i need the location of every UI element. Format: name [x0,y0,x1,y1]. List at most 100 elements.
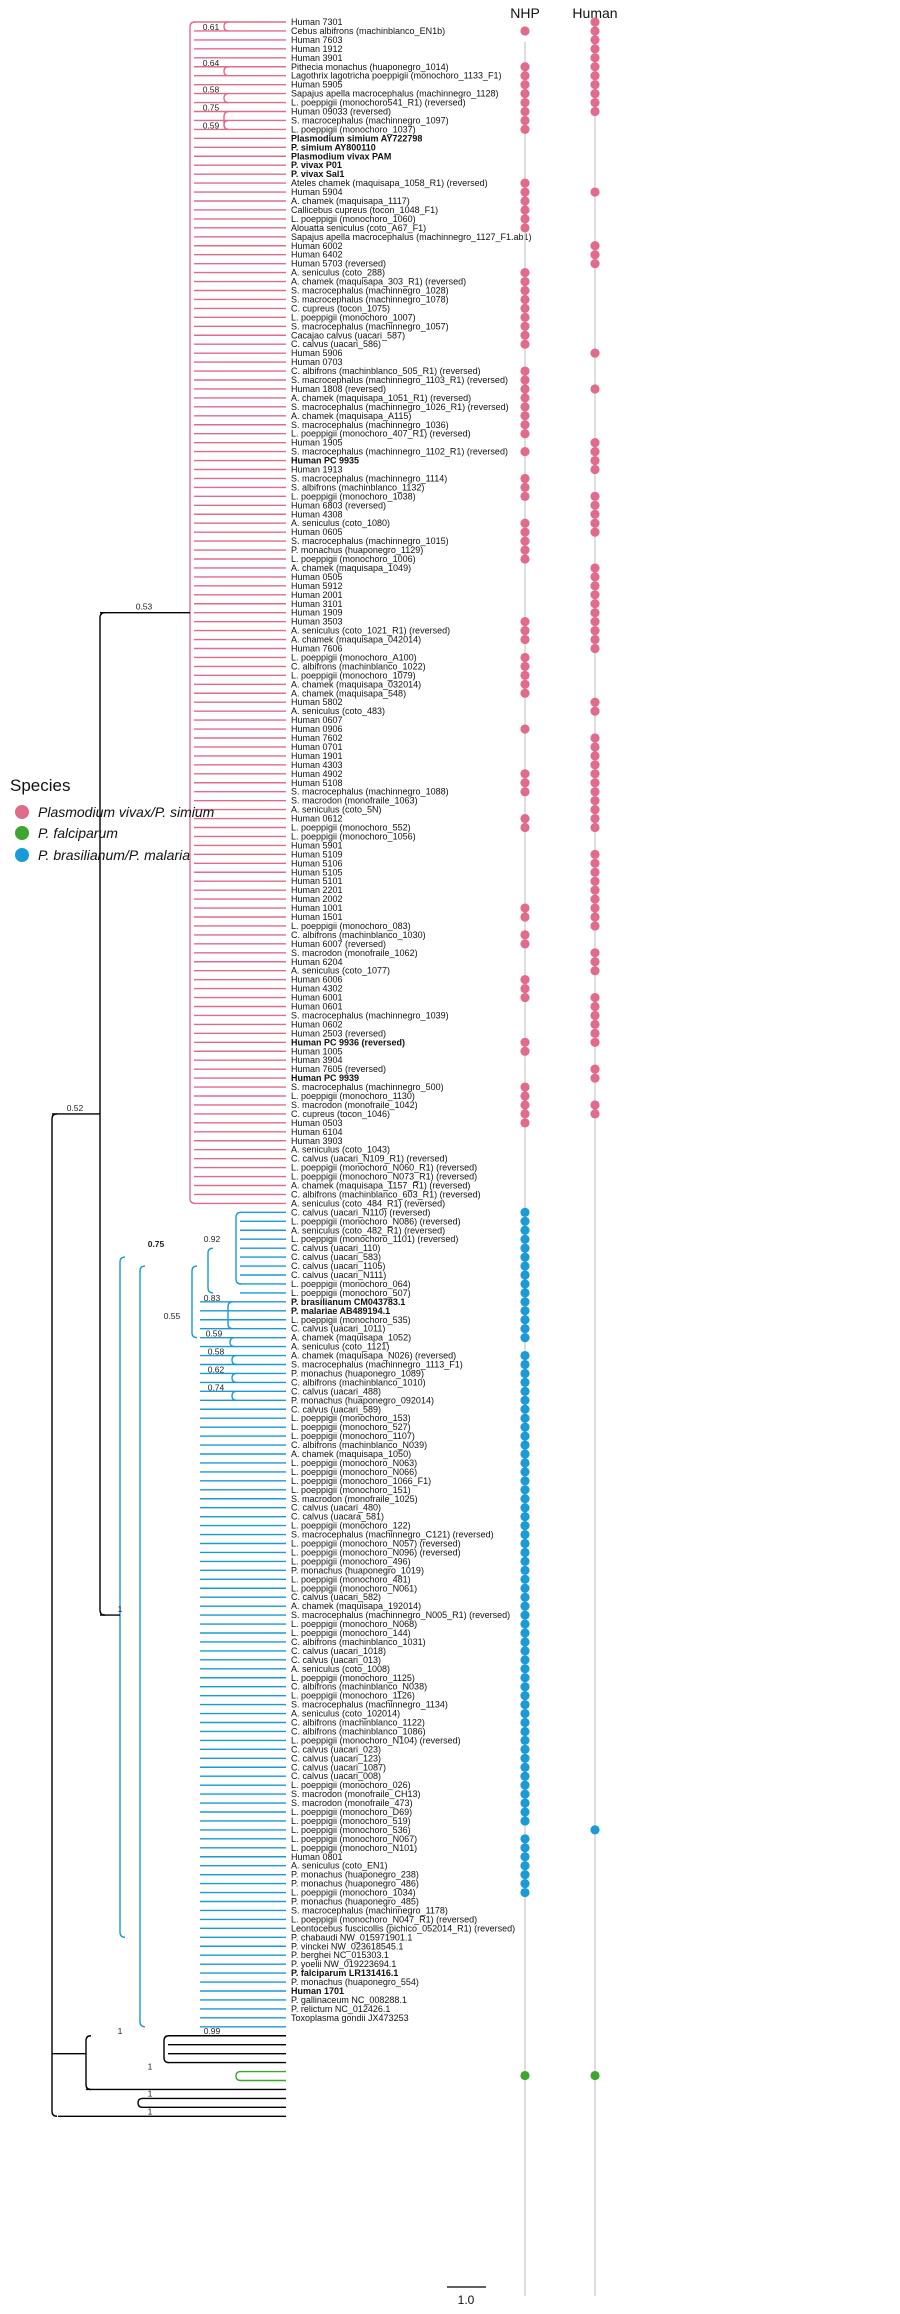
tip-label: A. seniculus (coto_482_R1) (reversed) [291,1225,445,1235]
tip-label: Human 5703 (reversed) [291,259,386,269]
tip-label: Human 7606 [291,644,343,654]
tip-label: P. monachus (huaponegro_238) [291,1870,419,1880]
tip-label: L. poeppigii (monochoro_083) [291,921,411,931]
tip-label: C. albifrons (machinblanco_N039) [291,1440,427,1450]
host-tracks: NHP Human [510,5,618,2296]
tip-label: L. poeppigii (monochoro_026) [291,1780,411,1790]
tip-label: Human 0505 [291,572,343,582]
vivax-nhp-marker [520,724,530,734]
tree-branches [51,21,286,2118]
tip-label: L. poeppigii (monochoro_N047_R1) (revers… [291,1914,477,1924]
vivax-human-marker [590,590,600,600]
tip-label: Human 2002 [291,894,343,904]
tip-label: S. macrocephalus (machinnegro_1088) [291,787,449,797]
tip-label: Human PC 9935 [291,456,359,466]
brasilianum-nhp-marker [520,1637,530,1647]
tip-label: Callicebus cupreus (tocon_1048_F1) [291,205,438,215]
support-value: 1 [118,1604,123,1614]
tip-label: Human 6007 (reversed) [291,939,386,949]
vivax-human-marker [590,751,600,761]
support-value: 1 [148,2062,153,2072]
tip-label: Sapajus apella macrocephalus (machinnegr… [291,232,532,242]
tip-label: A. seniculus (coto_EN1) [291,1861,388,1871]
tip-label: A. seniculus (coto_5N) [291,805,382,815]
tip-label: Human 6006 [291,975,343,985]
vivax-human-marker [590,1073,600,1083]
brasilianum-nhp-marker [520,1216,530,1226]
brasilianum-subclade [235,1211,242,1285]
vivax-nhp-marker [520,473,530,484]
tip-label: L. poeppigii (monochoro_1056) [291,831,416,841]
avian-clade [137,2097,143,2109]
brasilianum-human-marker [590,1825,600,1835]
brasilianum-nhp-marker [520,1512,530,1522]
tip-label: C. calvus (uacara_581) [291,1512,384,1522]
legend-vivax-label: Plasmodium vivax/P. simium [38,804,215,820]
brasilianum-nhp-marker [520,1682,530,1692]
tip-label: Human 0602 [291,1019,343,1029]
brasilianum-nhp-marker [520,1834,530,1844]
tip-label: Human 1912 [291,44,343,54]
tip-label: Human 5901 [291,840,343,850]
brasilianum-subclade [231,1354,237,1366]
brasilianum-nhp-marker [520,1619,530,1629]
tip-label: Human 5106 [291,858,343,868]
vivax-human-marker [590,62,600,72]
tip-label: L. poeppigii (monochoro_N066) [291,1467,417,1477]
vivax-human-marker [590,438,600,448]
brasilianum-subclade [229,1336,235,1348]
vivax-human-marker [590,912,600,922]
brasilianum-nhp-marker [520,1467,530,1477]
vivax-human-marker [590,733,600,743]
vivax-human-marker [590,617,600,627]
tip-label: L. poeppigii (monochoro_1126) [291,1691,415,1701]
brasilianum-nhp-marker [520,1655,530,1665]
tip-label: S. macrodon (monofraile_1063) [291,796,418,806]
tip-label: C. calvus (uacari_1087) [291,1762,386,1772]
tip-label: A. chamek (maquisapa_A115) [291,411,411,421]
vivax-human-marker [590,509,600,519]
tip-label: C. albifrons (machinblanco_1086) [291,1726,426,1736]
brasilianum-nhp-marker [520,1431,530,1441]
tip-label: Human 09033 (reversed) [291,107,391,117]
vivax-nhp-marker [520,491,530,501]
tip-label: Human 7605 (reversed) [291,1064,386,1074]
vivax-human-marker [590,697,600,707]
vivax-nhp-marker [520,124,530,134]
tip-label: L. poeppigii (monochoro_N061) [291,1583,417,1593]
brasilianum-nhp-marker [520,1270,530,1280]
tip-label: Human 4902 [291,769,343,779]
tip-label: S. macrocephalus (machinnegro_1078) [291,294,449,304]
tip-label: L. poeppigii (monochoro_151) [291,1485,411,1495]
tip-label: L. poeppigii (monochoro_481) [291,1574,411,1584]
vivax-nhp-marker [520,420,530,430]
brasilianum-nhp-marker [520,1252,530,1262]
brasilianum-nhp-marker [520,1628,530,1638]
tip-label: C. calvus (uacari_488) [291,1386,381,1396]
support-value: 0.58 [208,1347,225,1357]
tip-label: L. poeppigii (monochoro_1060) [291,214,416,224]
tip-label: A. seniculus (coto_1121) [291,1342,389,1352]
tip-label: A. chamek (maquisapa_042014) [291,635,421,645]
tip-label: Human 5802 [291,697,343,707]
brasilianum-subclade [191,1265,198,1339]
vivax-human-marker [590,527,600,537]
vivax-nhp-marker [520,634,530,645]
tip-label: C. calvus (uacari_586) [291,339,381,349]
tip-label: Human 7602 [291,733,343,743]
tip-label: L. poeppigii (monochoro541_R1) (reversed… [291,98,466,108]
vivax-human-marker [590,241,600,251]
vivax-human-marker [590,805,600,815]
tip-label: Human 4308 [291,509,343,519]
brasilianum-nhp-marker [520,1458,530,1468]
nhp-column-header: NHP [510,5,540,21]
brasilianum-nhp-marker [520,1700,530,1710]
tip-label: L. poeppigii (monochoro_507) [291,1288,411,1298]
brasilianum-subclade [227,1301,234,1330]
vivax-nhp-marker [520,679,530,689]
tip-label: C. albifrons (machinblanco_N038) [291,1682,427,1692]
tip-label: Human 1501 [291,912,343,922]
vivax-human-marker [590,44,600,54]
tip-label: L. poeppigii (monochoro_1101) (reversed) [291,1234,458,1244]
tip-label: L. poeppigii (monochoro_1107) [291,1431,415,1441]
